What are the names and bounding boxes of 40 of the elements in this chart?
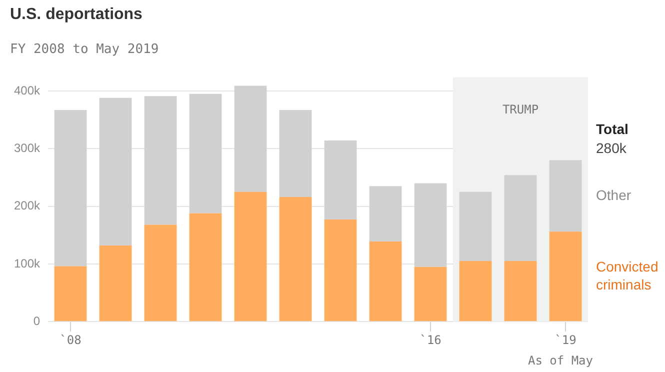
x-tick-label: `08 (60, 332, 82, 347)
bar (144, 96, 177, 225)
x-tick-label: `19 (554, 332, 576, 347)
bar (99, 245, 132, 322)
bar (324, 140, 357, 220)
y-tick-label: 0 (33, 314, 40, 328)
text: As of May (528, 354, 594, 368)
bar (234, 86, 267, 192)
bar (189, 213, 222, 322)
bar (324, 220, 357, 322)
bar (54, 110, 87, 266)
y-tick-label: 100k (14, 256, 42, 270)
bar (369, 186, 402, 242)
bar (279, 110, 312, 198)
y-tick-label: 400k (14, 83, 42, 98)
chart-title: U.S. deportations (10, 6, 142, 24)
bar (99, 98, 132, 246)
chart-subtitle: FY 2008 to May 2019 (10, 42, 159, 57)
bar (459, 261, 492, 322)
bar (369, 241, 402, 322)
bar (504, 261, 537, 322)
series-label: Convicted criminals (596, 258, 658, 292)
text: 280k (596, 140, 628, 156)
text: Total (596, 121, 628, 138)
bar (234, 192, 267, 322)
bar (549, 160, 582, 232)
bar (189, 94, 222, 214)
x-tick-label: `16 (420, 332, 442, 347)
y-tick-label: 200k (14, 198, 42, 213)
bar (144, 224, 177, 322)
series-label: Other (596, 186, 632, 203)
bar (414, 266, 447, 322)
bar (549, 232, 582, 322)
bar (504, 175, 537, 262)
y-tick-label: 300k (14, 140, 42, 155)
band-label: TRUMP (502, 102, 539, 116)
bar (459, 192, 492, 262)
bar (279, 197, 312, 322)
bar (54, 266, 87, 322)
bar (414, 183, 447, 267)
